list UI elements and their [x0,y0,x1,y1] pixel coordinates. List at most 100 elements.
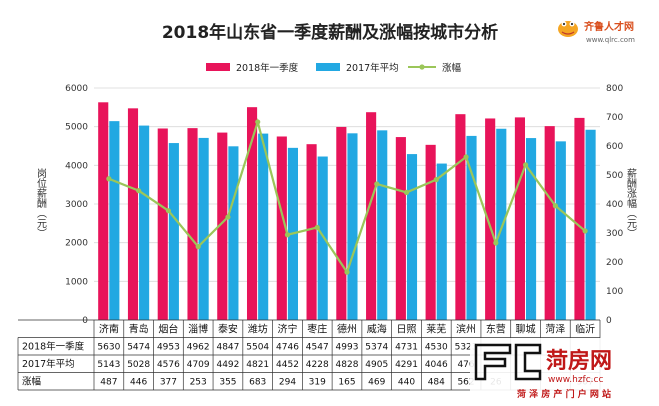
bar-2018q1 [395,137,406,320]
bar-2018q1 [366,112,377,321]
bar-2017avg [377,130,388,320]
bar-2017avg [198,137,209,320]
table-cell: 253 [190,378,207,388]
x-tick-label: 枣庄 [307,323,327,336]
table-cell: 5374 [365,343,388,353]
growth-point [463,154,469,160]
left-tick-label: 4000 [65,161,88,171]
growth-point [403,189,410,195]
right-tick-label: 300 [606,229,623,239]
table-cell: 562 [457,378,474,388]
table-cell: 4046 [425,360,448,370]
growth-point [136,188,142,194]
table-cell: 4530 [425,343,448,353]
table-cell: 4905 [365,360,388,370]
watermark-brand: 菏房网 [546,348,612,374]
legend-label-growth: 涨幅 [442,62,462,74]
table-cell: 484 [428,378,445,388]
table-cell: 4953 [157,343,180,353]
logo-url: www.qlrc.com [586,36,635,44]
left-tick-label: 0 [82,316,88,326]
x-tick-label: 聊城 [516,323,536,336]
x-tick-label: 威海 [367,323,387,336]
growth-point [165,208,172,214]
growth-point [284,232,291,238]
bar-2018q1 [514,117,525,321]
growth-point [433,177,439,183]
x-tick-label: 滨州 [456,323,476,336]
x-tick-label: 德州 [337,323,357,336]
table-cell: 4821 [246,360,269,370]
table-row-label: 2017年平均 [22,358,75,370]
growth-point [195,244,201,250]
bar-2017avg [555,141,566,320]
table-cell: 476 [457,360,474,370]
bar-2018q1 [157,128,168,320]
table-cell: 5630 [97,343,120,353]
bar-2017avg [168,143,179,320]
table-cell: 446 [130,378,147,388]
right-tick-label: 500 [606,171,623,181]
growth-point [374,181,380,187]
table-cell: 377 [160,378,177,388]
growth-point [552,203,558,209]
table-cell: 4228 [306,360,329,370]
bar-2018q1 [425,144,436,320]
x-tick-label: 潍坊 [248,323,268,336]
growth-line [106,117,588,275]
table-cell: 4847 [216,343,239,353]
right-tick-label: 200 [606,258,623,268]
bar-2017avg [258,133,269,320]
bar-2017avg [139,125,150,320]
right-tick-label: 0 [606,316,612,326]
bar-2018q1 [336,126,347,320]
bar-2017avg [109,121,120,321]
bar-2017avg [436,163,447,320]
growth-point [314,224,320,231]
frog-icon [558,21,578,37]
bar-2017avg [466,135,477,320]
table-cell: 469 [368,378,385,388]
watermark-url: www.hzfc.cc [548,375,603,385]
bar-2017avg [347,133,358,320]
watermark-slogan: 菏 泽 房 产 门 户 网 站 [517,388,611,400]
bar-2018q1 [187,128,198,320]
x-tick-label: 菏泽 [545,324,565,336]
bar-2018q1 [217,132,228,320]
table-cell: 4746 [276,343,299,353]
right-tick-label: 800 [606,84,623,94]
table-cell: 4452 [276,360,299,370]
bar-2017avg [317,156,328,320]
logo: 齐鲁人才网 www.qlrc.com [558,20,635,44]
left-axis: 0 1000 2000 3000 4000 5000 6000 [65,84,88,326]
table-cell: 5143 [97,360,120,370]
bar-2017avg [228,146,239,320]
table-cell: 165 [338,378,355,388]
table-cell: 319 [309,378,326,388]
table-cell: 294 [279,378,296,388]
bar-2018q1 [276,136,287,320]
y-axis-label-left: 岗位薪酬（元） [35,168,47,238]
right-axis: 0 100 200 300 400 500 600 700 800 [606,84,623,326]
table-row-label: 2018年一季度 [22,341,85,353]
growth-point [255,119,261,125]
table-cell: 355 [219,378,236,388]
growth-point [582,228,588,234]
table-cell: 5323 [455,343,478,353]
bar-2018q1 [544,126,555,320]
growth-line-path [108,117,586,275]
fc-logo-icon [474,343,542,381]
bar-2017avg [525,138,537,320]
bar-2018q1 [455,114,466,320]
x-tick-label: 青岛 [129,323,149,336]
right-tick-label: 100 [606,287,623,297]
bar-2017avg [585,129,596,320]
data-table: 济南 青岛 烟台 淄博 泰安 潍坊 济宁 枣庄 德州 威海 日照 莱芜 滨州 东营 聊城 菏泽 临沂 2018年一… [17,319,601,391]
legend-label-2018q1: 2018年一季度 [236,62,299,74]
table-cell: 5504 [246,343,269,353]
right-tick-label: 700 [606,113,623,123]
growth-point [106,176,112,182]
legend-swatch-2018q1 [206,63,230,71]
table-cell: 440 [398,378,415,388]
right-tick-label: 400 [606,200,623,210]
